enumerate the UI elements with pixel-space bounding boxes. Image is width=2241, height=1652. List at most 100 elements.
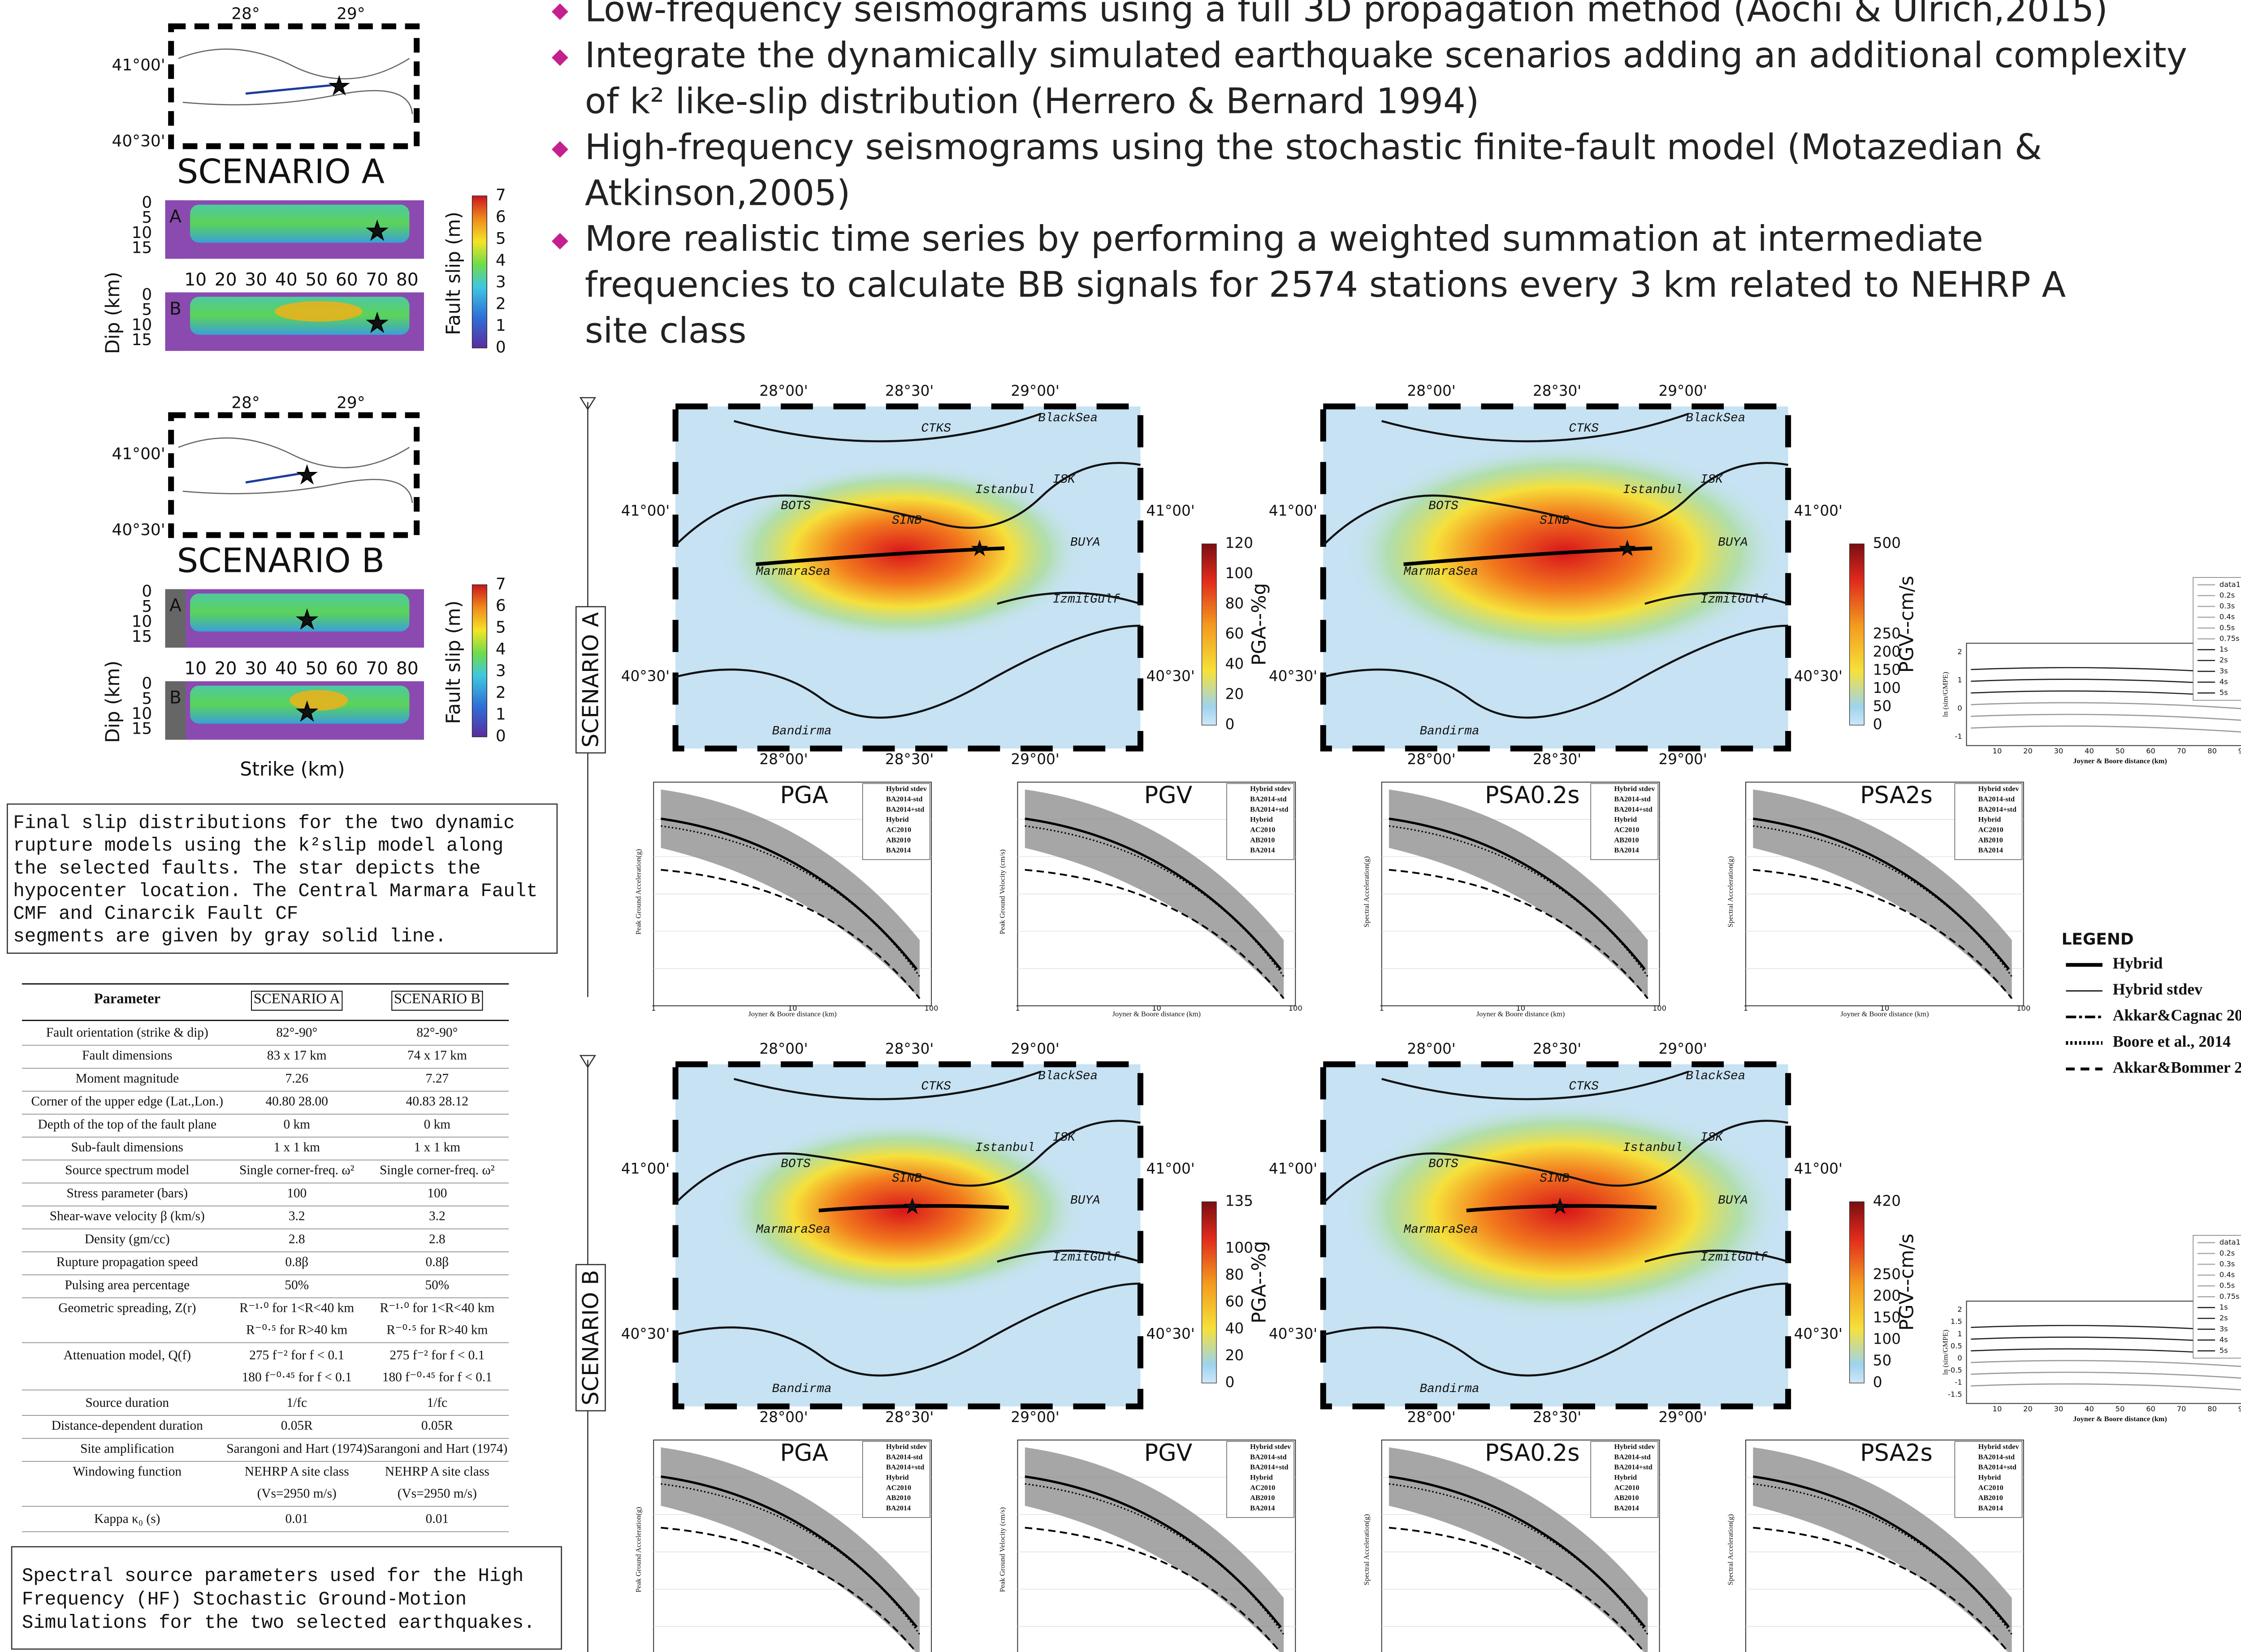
hypocenter-star: ★ — [904, 1195, 921, 1217]
place-name: CTKS — [1569, 1080, 1599, 1094]
colorbar-tick: 0 — [496, 338, 506, 356]
lon-tick: 29°00' — [1011, 382, 1059, 399]
strike-tick: 80 — [396, 270, 419, 290]
ratio-x-tick: 60 — [2146, 1405, 2155, 1413]
gmpe-legend-entry: Hybrid stdev — [1614, 784, 1655, 793]
caption-line: Spectral source parameters used for the … — [22, 1566, 523, 1587]
hypocenter-star: ★ — [297, 462, 318, 489]
lon-tick: 29°00' — [1659, 1409, 1707, 1426]
place-name: BUYA — [1718, 1194, 1748, 1207]
colorbar-tick: 100 — [1873, 1330, 1901, 1347]
lon-tick: 28°00' — [759, 1409, 808, 1426]
gmpe-curve — [1753, 825, 2013, 977]
side-label: SCENARIO B — [578, 1270, 604, 1405]
lon-tick: 28°00' — [759, 382, 808, 399]
place-name: ISK — [1700, 1131, 1723, 1145]
gmpe-y-label: Spectral Acceleration(g) — [1726, 856, 1735, 927]
gmpe-legend-entry: BA2014-std — [1614, 795, 1651, 803]
colorbar-label: Fault slip (m) — [442, 601, 464, 724]
table-cell: 1/fc — [286, 1396, 307, 1410]
place-name: BUYA — [1070, 536, 1100, 550]
gmpe-legend-entry: AB2010 — [1614, 835, 1639, 844]
ratio-y-tick: 2 — [1957, 1305, 1962, 1314]
lon-tick: 28°30' — [885, 751, 934, 768]
ratio-x-tick: 70 — [2177, 747, 2186, 755]
table-cell: Source duration — [85, 1396, 169, 1410]
table-cell: Shear-wave velocity β (km/s) — [50, 1209, 205, 1224]
gmpe-legend-entry: AC2010 — [1978, 826, 2003, 834]
gmpe-legend-entry: AB2010 — [1614, 1493, 1639, 1502]
colorbar-label: PGA--%g — [1248, 1241, 1270, 1323]
gmpe-legend-entry: BA2014 — [1250, 846, 1275, 854]
gmpe-curve — [1025, 825, 1285, 977]
table-cell: 3.2 — [289, 1209, 305, 1224]
ratio-x-tick: 80 — [2207, 747, 2217, 755]
ratio-legend-entry: 0.75s — [2219, 634, 2240, 643]
ratio-y-tick: 0 — [1957, 704, 1962, 712]
dip-tick: 0 — [142, 193, 152, 212]
fault-trace — [245, 472, 300, 484]
place-name: CTKS — [921, 1080, 951, 1094]
ratio-x-tick: 50 — [2116, 747, 2125, 755]
lon-tick: 28°00' — [759, 1040, 808, 1057]
table-cell: R⁻⁰·⁵ for R>40 km — [246, 1323, 347, 1337]
stdev-band — [1753, 789, 2012, 999]
ratio-x-tick: 80 — [2207, 1405, 2217, 1413]
gmpe-legend-entry: Hybrid — [1978, 1473, 2001, 1482]
lon-tick: 28°30' — [1533, 1040, 1581, 1057]
place-name: IzmitGulf — [1700, 1251, 1768, 1265]
table-cell: Sub-fault dimensions — [71, 1140, 183, 1155]
table-cell: 1/fc — [427, 1396, 448, 1410]
hybrid-curve — [661, 817, 918, 970]
colorbar-tick: 150 — [1873, 1309, 1901, 1326]
lat-tick: 41°00' — [621, 1160, 670, 1177]
hybrid-curve — [1025, 817, 1282, 970]
fault-trace — [756, 546, 1005, 567]
lon-tick: 28°00' — [1407, 1409, 1455, 1426]
gmpe-legend-entry: BA2014+std — [1614, 1463, 1652, 1471]
gmpe-curve — [1389, 1527, 1645, 1652]
table-cell: 2.8 — [289, 1232, 305, 1246]
table-cell: 0 km — [424, 1117, 451, 1132]
stdev-band — [661, 1447, 920, 1652]
scenario-title: SCENARIO B — [177, 541, 385, 580]
colorbar-tick: 500 — [1873, 534, 1901, 551]
caption-box — [7, 803, 558, 954]
ratio-x-tick: 30 — [2054, 1405, 2064, 1413]
bullet-text: of k² like-slip distribution (Herrero & … — [585, 81, 1479, 121]
place-name: MarmaraSea — [1404, 565, 1478, 579]
lat-tick: 41°00' — [1146, 502, 1195, 519]
table-cell: 50% — [425, 1278, 449, 1292]
coastline — [178, 48, 413, 114]
lat-tick: 40°30' — [1146, 667, 1195, 684]
place-name: SINB — [1540, 514, 1570, 528]
strike-tick: 10 — [184, 270, 207, 290]
place-name: BOTS — [781, 499, 811, 513]
gmpe-y-label: Peak Ground Velocity (cm/s) — [998, 849, 1007, 934]
ratio-curve — [1971, 702, 2241, 709]
bullet-text: Integrate the dynamically simulated eart… — [585, 35, 2187, 76]
hypocenter-star: ★ — [296, 605, 318, 634]
lon-tick: 28°00' — [1407, 1040, 1455, 1057]
place-name: MarmaraSea — [1404, 1223, 1478, 1237]
gmpe-curve — [1389, 1483, 1648, 1635]
gmpe-curve — [661, 1527, 917, 1652]
gmpe-legend — [1226, 1441, 1294, 1518]
ratio-curve — [1971, 1371, 2241, 1379]
place-name: Bandirma — [1420, 724, 1480, 738]
colorbar-tick: 250 — [1873, 1266, 1901, 1283]
lat-tick: 40°30' — [1794, 667, 1843, 684]
scenario-title: SCENARIO A — [177, 152, 385, 191]
dip-tick: 0 — [142, 675, 152, 693]
gmpe-y-label: Peak Ground Velocity (cm/s) — [998, 1507, 1007, 1592]
dip-tick: 5 — [142, 208, 152, 227]
gmpe-title: PGA — [780, 1440, 828, 1467]
hybrid-curve — [1752, 817, 2010, 970]
colorbar-tick: 7 — [496, 575, 506, 593]
ratio-y-tick: 1.5 — [1951, 1317, 1962, 1326]
ratio-legend-entry: 2s — [2219, 656, 2228, 664]
gmpe-legend-entry: AC2010 — [1614, 1483, 1639, 1492]
ratio-y-label: ln (sim/GMPE) — [1941, 672, 1950, 717]
colorbar-tick: 0 — [1225, 716, 1235, 733]
